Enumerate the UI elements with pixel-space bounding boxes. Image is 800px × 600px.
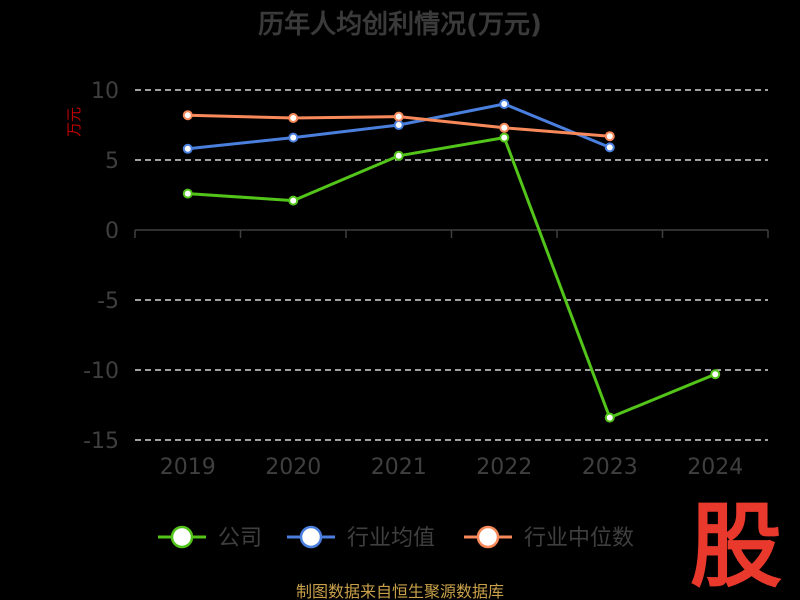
data-point — [499, 99, 510, 109]
brand-logo: 股 — [690, 493, 782, 600]
data-point — [288, 113, 299, 123]
series-2 — [182, 99, 615, 154]
x-tick-label: 2020 — [265, 455, 321, 480]
y-tick-label: -15 — [83, 429, 119, 454]
x-tick-label: 2024 — [687, 455, 743, 480]
data-point — [499, 132, 510, 143]
data-point — [393, 111, 404, 122]
grid-lines — [135, 89, 768, 441]
legend-marker — [299, 525, 323, 549]
data-point — [499, 122, 510, 133]
legend-item-1[interactable]: 公司 — [158, 525, 262, 551]
series-lines — [182, 99, 721, 423]
data-point — [393, 120, 404, 130]
legend[interactable]: 公司 行业均值 行业中位数 — [158, 525, 634, 551]
series-line — [187, 136, 716, 420]
legend-item-2[interactable]: 行业均值 — [287, 525, 435, 551]
data-point — [393, 150, 404, 161]
y-axis-ticks: 10 5 0 -5 -10 -15 — [83, 79, 119, 454]
series-1 — [182, 132, 721, 423]
x-tick-label: 2019 — [160, 455, 216, 480]
legend-label: 行业均值 — [347, 526, 435, 551]
x-tick-label: 2022 — [476, 455, 532, 480]
legend-marker — [170, 525, 194, 549]
y-tick-label: 10 — [91, 79, 119, 104]
data-point — [604, 142, 615, 153]
legend-item-3[interactable]: 行业中位数 — [464, 525, 634, 551]
data-point — [182, 143, 193, 154]
data-point — [604, 131, 615, 142]
y-axis-unit: 万元 — [65, 107, 83, 137]
data-source-note: 制图数据来自恒生聚源数据库 — [296, 582, 504, 600]
legend-label: 公司 — [218, 526, 262, 551]
x-axis — [134, 229, 769, 238]
y-tick-label: 0 — [105, 219, 119, 244]
data-point — [604, 412, 615, 423]
data-point — [288, 195, 299, 206]
y-tick-label: -10 — [83, 359, 119, 384]
data-point — [288, 132, 299, 143]
data-point — [710, 369, 721, 380]
data-point — [182, 188, 193, 199]
x-tick-label: 2023 — [582, 455, 638, 480]
chart-title: 历年人均创利情况(万元) — [258, 9, 542, 40]
y-tick-label: -5 — [97, 289, 119, 314]
legend-label: 行业中位数 — [524, 526, 634, 551]
x-axis-ticks: 2019 2020 2021 2022 2023 2024 — [160, 455, 744, 480]
y-tick-label: 5 — [105, 149, 119, 174]
legend-marker — [476, 525, 500, 549]
x-tick-label: 2021 — [371, 455, 427, 480]
series-3 — [182, 110, 615, 142]
data-point — [182, 110, 193, 121]
